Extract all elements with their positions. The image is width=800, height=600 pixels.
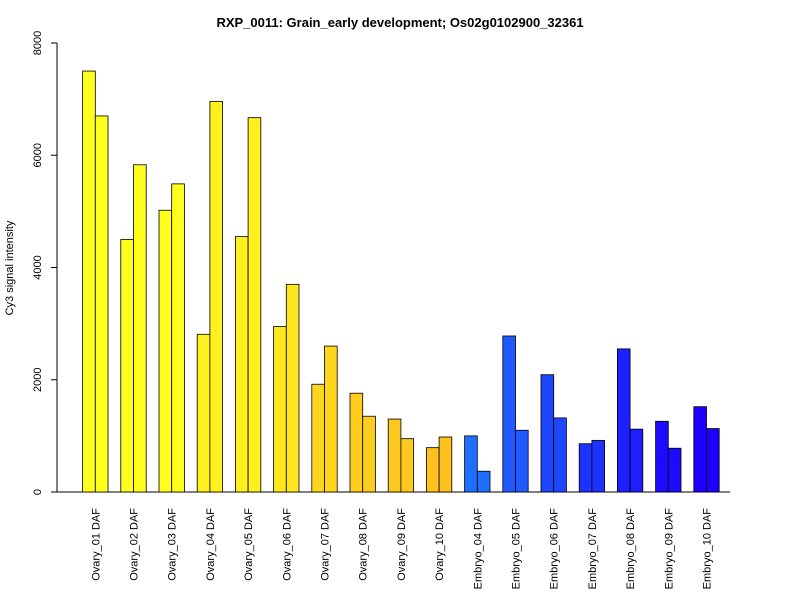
bar	[387, 418, 402, 493]
x-tick-label: Ovary_08 DAF	[358, 508, 370, 581]
bar	[578, 443, 593, 493]
bar	[285, 283, 300, 493]
bars-group	[82, 70, 720, 493]
bar	[706, 428, 720, 493]
bar	[540, 374, 555, 493]
y-axis-label: Cy3 signal intensity	[4, 220, 16, 315]
bar	[425, 447, 440, 493]
bar	[133, 164, 147, 493]
y-tick-label: 8000	[32, 31, 44, 55]
bar	[362, 415, 376, 493]
x-tick-label: Ovary_06 DAF	[281, 508, 293, 581]
x-tick-label: Ovary_05 DAF	[243, 508, 255, 581]
bar	[693, 406, 707, 493]
bar	[273, 326, 287, 493]
bar	[209, 100, 223, 493]
x-tick-label: Embryo_04 DAF	[472, 508, 484, 590]
x-tick-label: Ovary_09 DAF	[396, 508, 408, 581]
y-tick-label: 6000	[32, 143, 44, 167]
x-tick-label: Embryo_09 DAF	[663, 508, 675, 590]
x-tick-label: Ovary_03 DAF	[167, 508, 179, 581]
x-tick-label: Ovary_04 DAF	[205, 508, 217, 581]
x-tick-label: Ovary_10 DAF	[434, 508, 446, 581]
bar	[324, 345, 338, 493]
bar	[349, 392, 364, 493]
bar	[591, 439, 606, 493]
x-tick-label: Embryo_06 DAF	[549, 508, 561, 590]
bar	[158, 209, 173, 493]
x-tick-label: Embryo_10 DAF	[702, 508, 714, 590]
y-tick-label: 0	[32, 489, 44, 495]
bar	[629, 428, 644, 493]
bar	[400, 438, 414, 493]
bar	[617, 348, 631, 493]
y-axis: 0 2000 4000 6000 8000	[32, 31, 58, 495]
x-tick-label: Ovary_02 DAF	[129, 508, 141, 581]
bar	[515, 429, 529, 493]
bar	[655, 420, 669, 493]
x-tick-label: Ovary_01 DAF	[90, 508, 102, 581]
category-labels: Ovary_01 DAF Ovary_02 DAF Ovary_03 DAF Ovar…	[90, 508, 713, 590]
y-tick-label: 2000	[32, 368, 44, 392]
bar	[438, 436, 453, 493]
bar	[476, 470, 491, 493]
bar	[171, 183, 185, 493]
bar	[667, 447, 682, 493]
bar	[234, 236, 249, 493]
bar	[120, 239, 134, 493]
x-tick-label: Embryo_07 DAF	[587, 508, 599, 590]
bar	[247, 117, 262, 493]
x-tick-label: Embryo_05 DAF	[511, 508, 523, 590]
bar	[553, 417, 567, 493]
bar	[311, 383, 325, 493]
x-tick-label: Ovary_07 DAF	[320, 508, 332, 581]
bar	[82, 70, 96, 493]
bar	[502, 335, 516, 493]
y-tick-label: 4000	[32, 255, 44, 279]
x-tick-label: Embryo_08 DAF	[625, 508, 637, 590]
bar	[94, 115, 109, 493]
bar	[464, 435, 478, 493]
bar	[196, 333, 211, 493]
chart-title: RXP_0011: Grain_early development; Os02g…	[216, 15, 583, 30]
